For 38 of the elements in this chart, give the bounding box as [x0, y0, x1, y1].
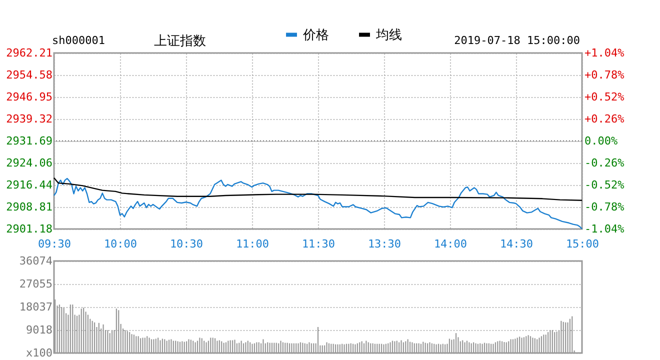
- y-tick-label: 2908.81: [6, 200, 52, 214]
- y-tick-label: 36074: [19, 254, 53, 268]
- y-tick-label: 2901.18: [6, 222, 52, 236]
- y-tick-label: 2954.58: [6, 68, 52, 82]
- y2-tick-label: +0.26%: [584, 112, 625, 126]
- y2-tick-label: +0.52%: [584, 90, 625, 104]
- text: sh000001: [52, 34, 105, 47]
- x-tick-label: 09:30: [38, 238, 72, 250]
- x-tick-label: 15:00: [566, 238, 600, 250]
- y-tick-label: 2931.69: [6, 134, 52, 148]
- y-tick-label: x100: [26, 346, 52, 360]
- y-tick-label: 2939.32: [6, 112, 52, 126]
- y-tick-label: 2962.21: [6, 46, 52, 60]
- y-tick-label: 2924.06: [6, 156, 52, 170]
- x-tick-label: 13:30: [368, 238, 402, 250]
- x-tick-label: 10:30: [170, 238, 204, 250]
- y-tick-label: 2916.44: [6, 178, 53, 192]
- x-tick-label: 10:00: [104, 238, 138, 250]
- line-series: [53, 177, 583, 201]
- y-tick-label: 2946.95: [6, 90, 52, 104]
- y-tick-label: 9018: [26, 324, 52, 336]
- x-tick-label: 11:30: [302, 238, 336, 250]
- y2-tick-label: -0.52%: [584, 178, 625, 192]
- chart-title: 上证指数: [154, 34, 206, 49]
- x-tick-label: 14:00: [434, 238, 468, 250]
- y2-tick-label: +0.78%: [584, 68, 625, 82]
- y2-tick-label: -0.26%: [584, 156, 625, 170]
- y2-tick-label: -0.78%: [584, 200, 625, 214]
- legend-label: 均线: [375, 28, 402, 43]
- y-tick-label: 27055: [19, 278, 52, 290]
- text: 2019-07-18 15:00:00: [454, 34, 580, 47]
- y-tick-label: 18037: [19, 300, 52, 314]
- x-tick-label: 14:30: [500, 238, 534, 250]
- y2-tick-label: -1.04%: [584, 222, 625, 236]
- y2-tick-label: +1.04%: [584, 46, 625, 60]
- y2-tick-label: 0.00%: [584, 134, 618, 148]
- x-tick-label: 11:00: [236, 238, 270, 250]
- legend-label: 价格: [302, 28, 329, 43]
